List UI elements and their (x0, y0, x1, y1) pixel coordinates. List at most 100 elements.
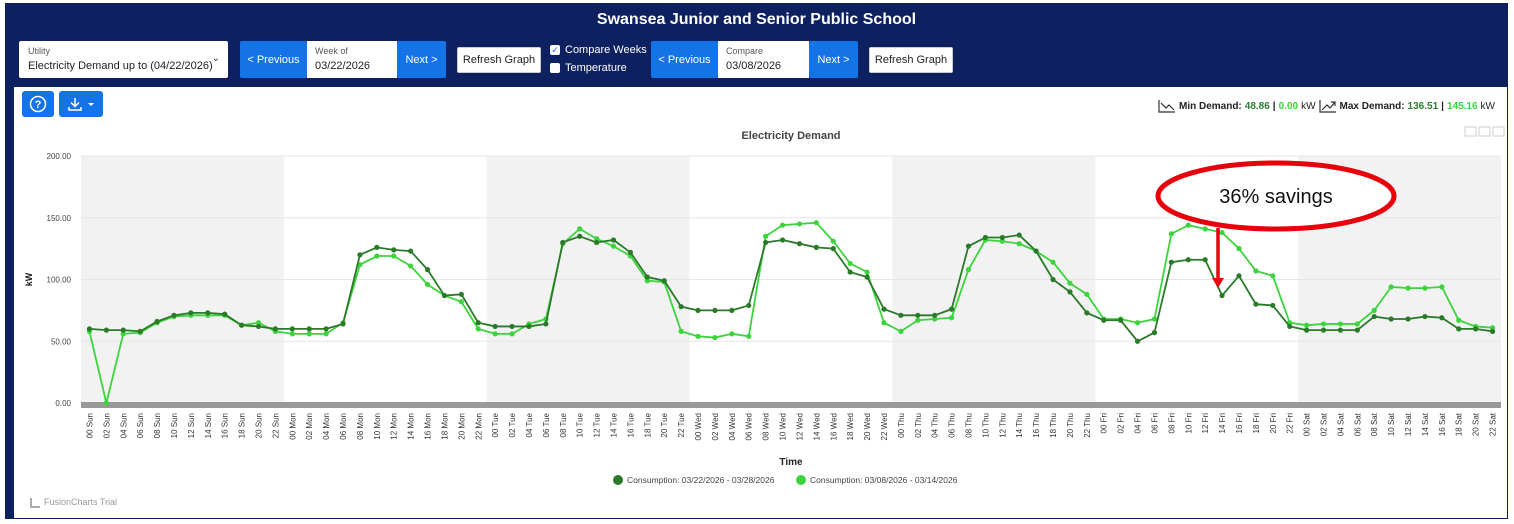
savings-annotation: 36% savings (1219, 186, 1332, 208)
help-icon: ? (29, 95, 47, 113)
x-tick-label: 12 Fri (1201, 413, 1210, 434)
compare-weeks-checkbox[interactable]: ✓ Compare Weeks (550, 44, 647, 56)
data-point (746, 333, 752, 339)
data-point (847, 269, 853, 275)
x-tick-label: 10 Wed (779, 413, 788, 440)
previous-week-button[interactable]: < Previous (240, 41, 307, 78)
x-tick-label: 22 Wed (880, 413, 889, 440)
utility-label: Utility (28, 46, 50, 56)
x-tick-label: 18 Wed (846, 413, 855, 440)
download-menu-button[interactable] (59, 91, 103, 117)
data-point (1422, 313, 1428, 320)
x-tick-label: 08 Fri (1167, 413, 1176, 434)
data-point (763, 239, 769, 246)
x-tick-label: 06 Thu (948, 413, 957, 438)
data-point (644, 274, 650, 280)
data-point (982, 234, 989, 241)
data-point (1439, 284, 1445, 290)
previous-compare-button[interactable]: < Previous (651, 41, 718, 78)
data-point (813, 244, 819, 250)
data-point (999, 238, 1005, 244)
data-point (729, 331, 735, 337)
x-tick-label: 22 Mon (474, 413, 483, 440)
data-point (965, 267, 972, 273)
data-point (103, 327, 109, 333)
data-point (644, 278, 650, 284)
data-point (424, 267, 431, 273)
x-tick-label: 16 Mon (424, 413, 433, 440)
legend-label: Consumption: 03/22/2026 - 03/28/2026 (627, 475, 775, 485)
x-tick-label: 12 Mon (390, 413, 399, 440)
x-tick-label: 04 Fri (1134, 413, 1143, 434)
data-point (1354, 321, 1360, 327)
data-point (357, 252, 363, 258)
compare-field[interactable]: Compare 03/08/2026 (718, 41, 809, 78)
data-point (391, 247, 397, 253)
x-tick-label: 14 Thu (1015, 413, 1024, 438)
data-point (881, 320, 887, 326)
x-tick-label: 12 Thu (998, 413, 1007, 438)
data-point (306, 331, 312, 337)
x-tick-label: 00 Fri (1100, 413, 1109, 434)
x-tick-label: 16 Sat (1438, 412, 1447, 436)
data-point (408, 263, 414, 269)
x-tick-label: 04 Sat (1336, 412, 1345, 436)
data-point (1168, 231, 1174, 237)
data-point (847, 260, 853, 267)
x-tick-label: 06 Mon (339, 413, 348, 440)
data-point (1084, 310, 1090, 316)
x-tick-label: 20 Tue (660, 412, 669, 437)
compare-weeks-label: Compare Weeks (565, 44, 647, 56)
utility-select[interactable]: Utility Electricity Demand up to (04/22/… (19, 41, 228, 78)
data-point (272, 326, 279, 332)
data-point (948, 306, 955, 312)
temperature-checkbox[interactable]: Temperature (550, 62, 627, 74)
data-point (864, 269, 870, 275)
data-point (1202, 257, 1208, 263)
refresh-graph-compare-button[interactable]: Refresh Graph (869, 47, 953, 73)
min-demand-compare: 0.00 (1278, 100, 1299, 112)
x-tick-label: 00 Wed (694, 413, 703, 440)
data-point (1405, 316, 1411, 322)
x-tick-label: 14 Wed (812, 413, 821, 440)
data-point (1202, 226, 1208, 232)
x-tick-label: 10 Fri (1184, 413, 1193, 434)
x-tick-label: 22 Sun (271, 413, 280, 438)
x-tick-label: 12 Wed (795, 413, 804, 440)
x-tick-label: 18 Thu (1049, 413, 1058, 438)
data-point (1405, 285, 1411, 291)
x-tick-label: 14 Mon (407, 413, 416, 440)
x-tick-label: 00 Tue (491, 412, 500, 437)
x-tick-label: 08 Mon (356, 413, 365, 440)
next-compare-button[interactable]: Next > (809, 41, 858, 78)
data-point (661, 278, 667, 284)
data-point (763, 233, 769, 239)
data-point (475, 326, 481, 332)
data-point (1185, 257, 1191, 263)
x-tick-label: 08 Thu (965, 413, 974, 438)
refresh-graph-button[interactable]: Refresh Graph (457, 47, 541, 73)
x-tick-label: 18 Tue (643, 412, 652, 437)
x-tick-label: 06 Tue (542, 412, 551, 437)
data-point (898, 312, 904, 318)
x-tick-label: 00 Mon (288, 413, 297, 440)
week-of-value: 03/22/2026 (315, 60, 371, 72)
data-point (610, 237, 617, 243)
data-point (441, 292, 448, 299)
data-point (509, 323, 515, 330)
min-separator: | (1272, 100, 1276, 112)
toolbar: Utility Electricity Demand up to (04/22/… (5, 3, 1508, 87)
x-tick-label: 20 Sat (1472, 412, 1481, 436)
next-week-button[interactable]: Next > (397, 41, 446, 78)
data-point (932, 312, 938, 318)
help-button[interactable]: ? (22, 91, 54, 117)
y-tick-label: 100.00 (47, 276, 72, 285)
x-tick-label: 02 Wed (711, 413, 720, 440)
x-tick-label: 22 Thu (1083, 413, 1092, 438)
data-point (391, 253, 397, 259)
week-of-field[interactable]: Week of 03/22/2026 (307, 41, 397, 78)
data-point (188, 310, 194, 316)
data-point (1371, 313, 1377, 320)
data-point (577, 226, 583, 232)
x-tick-label: 20 Thu (1066, 413, 1075, 438)
